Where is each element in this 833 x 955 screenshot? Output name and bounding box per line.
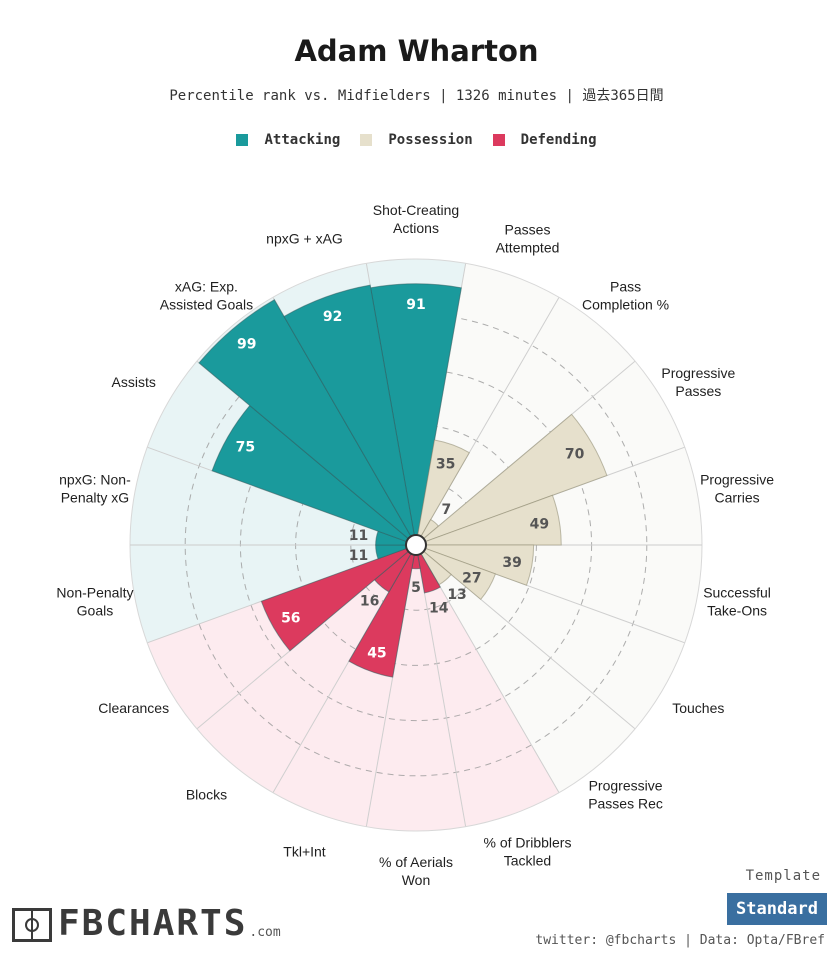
category-label-line: Completion %	[582, 296, 669, 312]
category-label: Pass Completion %	[582, 278, 669, 312]
chart-subtitle: Percentile rank vs. Midfielders | 1326 m…	[169, 88, 664, 104]
template-label: Template	[745, 868, 821, 884]
category-label-line: Won	[402, 872, 431, 888]
background-wedge	[130, 545, 407, 643]
value-label: 45	[367, 645, 386, 661]
legend-item-possession: Possession	[360, 132, 473, 148]
category-label: Progressive Passes	[661, 365, 735, 399]
category-label-line: Passes	[675, 383, 721, 399]
category-label: % of Aerials Won	[379, 854, 453, 888]
template-standard-badge: Standard	[727, 893, 827, 925]
category-label-line: Actions	[393, 220, 439, 236]
category-label-line: % of Aerials	[379, 854, 453, 870]
value-label: 91	[406, 297, 425, 313]
value-label: 7	[442, 502, 452, 518]
category-label-line: Touches	[672, 700, 724, 716]
category-label: Progressive Carries	[700, 471, 774, 505]
category-label: npxG + xAG	[266, 231, 343, 247]
background-wedge	[423, 548, 685, 729]
background-wedge	[196, 551, 411, 793]
category-label: Successful Take-Ons	[703, 585, 771, 619]
legend-label-possession: Possession	[388, 132, 473, 148]
brand-suffix: .com	[249, 925, 281, 940]
value-label: 39	[502, 555, 521, 571]
category-label-line: Tackled	[504, 852, 551, 868]
background-wedge	[417, 553, 559, 827]
value-label: 75	[236, 440, 255, 456]
value-label: 14	[429, 601, 449, 617]
value-label: 92	[323, 309, 342, 325]
category-label-line: Shot-Creating	[373, 202, 459, 218]
value-label: 11	[349, 548, 368, 564]
credits: twitter: @fbcharts | Data: Opta/FBref	[535, 933, 825, 948]
value-label: 16	[360, 593, 379, 609]
brand-name: FBCHARTS	[58, 903, 248, 944]
category-label-line: Pass	[610, 278, 641, 294]
category-label: Progressive Passes Rec	[588, 778, 663, 812]
legend-label-defending: Defending	[520, 132, 597, 148]
category-label: Tkl+Int	[283, 843, 326, 859]
category-label: Clearances	[98, 700, 169, 716]
background-wedge	[421, 551, 636, 793]
category-label: npxG: Non- Penalty xG	[59, 471, 131, 505]
category-label-line: Progressive	[700, 471, 774, 487]
category-label: Passes Attempted	[496, 222, 560, 256]
value-label: 5	[411, 580, 421, 596]
value-label: 11	[349, 528, 368, 544]
category-label: Blocks	[186, 787, 227, 803]
category-label: Touches	[672, 700, 724, 716]
category-label-line: Assisted Goals	[160, 296, 253, 312]
wedge-separator	[417, 554, 467, 827]
wedge-separator	[420, 553, 560, 793]
category-label-line: xAG: Exp.	[175, 278, 238, 294]
category-label-line: Clearances	[98, 700, 169, 716]
legend-swatch-defending	[492, 134, 505, 146]
legend-item-attacking: Attacking	[236, 132, 340, 148]
category-label-line: Goals	[77, 603, 114, 619]
category-label-line: Passes	[505, 222, 551, 238]
category-label-line: Attempted	[496, 240, 560, 256]
background-wedge	[421, 297, 636, 539]
legend: Attacking Possession Defending	[0, 132, 833, 148]
category-label-line: Successful	[703, 585, 771, 601]
category-label: Shot-Creating Actions	[373, 202, 459, 236]
background-wedge	[130, 447, 407, 545]
category-label-line: npxG + xAG	[266, 231, 343, 247]
category-label-line: Progressive	[661, 365, 735, 381]
category-label-line: Passes Rec	[588, 796, 663, 812]
legend-item-defending: Defending	[492, 132, 597, 148]
legend-swatch-attacking	[236, 134, 249, 146]
category-label-line: Tkl+Int	[283, 843, 326, 859]
value-label: 35	[436, 457, 455, 473]
background-wedge	[366, 554, 466, 831]
value-label: 56	[281, 610, 300, 626]
category-label-line: Blocks	[186, 787, 227, 803]
category-label: Assists	[112, 374, 156, 390]
value-label: 49	[530, 516, 549, 532]
category-label: Non-Penalty Goals	[56, 585, 133, 619]
category-label-line: Non-Penalty	[56, 585, 133, 601]
category-label-line: Progressive	[589, 778, 663, 794]
legend-swatch-possession	[360, 134, 373, 146]
brand-logo: FBCHARTS .com	[12, 906, 281, 942]
category-label-line: % of Dribblers	[484, 834, 572, 850]
category-label: % of Dribblers Tackled	[484, 834, 572, 868]
category-label-line: Carries	[714, 489, 759, 505]
category-label-line: Assists	[112, 374, 156, 390]
value-label: 13	[447, 587, 466, 603]
value-label: 27	[462, 570, 481, 586]
legend-label-attacking: Attacking	[264, 132, 341, 148]
value-label: 99	[237, 336, 256, 352]
category-label: xAG: Exp. Assisted Goals	[160, 278, 253, 312]
center-dot	[405, 534, 427, 556]
value-label: 70	[565, 446, 585, 462]
category-label-line: Penalty xG	[61, 489, 129, 505]
category-label-line: npxG: Non-	[59, 471, 131, 487]
chart-title: Adam Wharton	[294, 34, 539, 68]
pitch-icon	[12, 908, 52, 942]
category-label-line: Take-Ons	[707, 603, 767, 619]
